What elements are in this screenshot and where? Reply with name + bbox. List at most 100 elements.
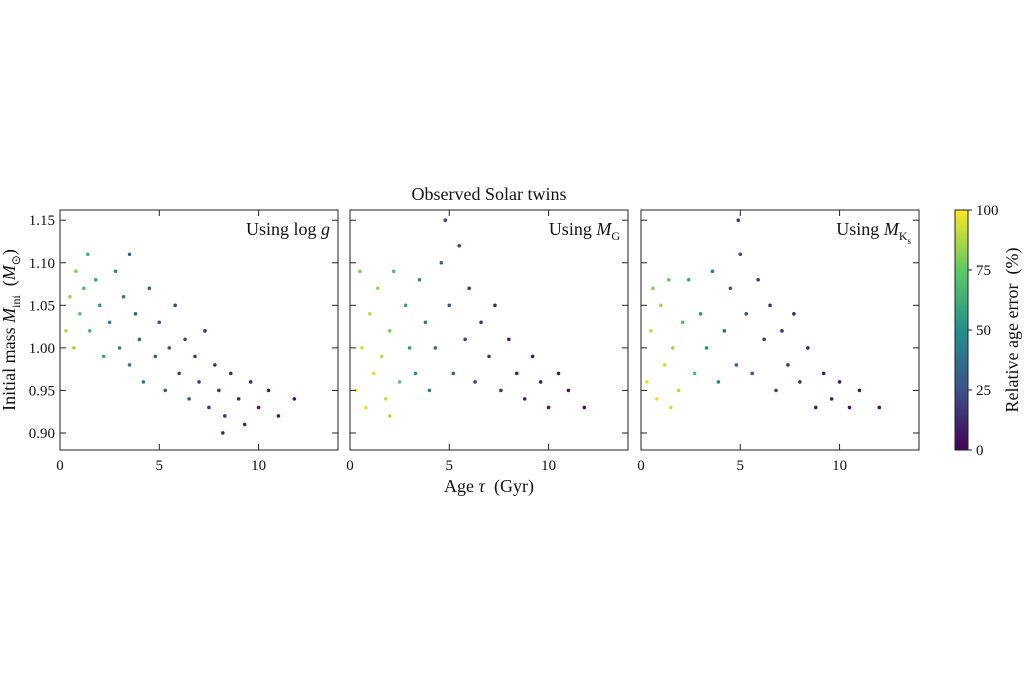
axes-frame	[59, 209, 339, 451]
point	[427, 388, 432, 393]
point	[645, 380, 649, 384]
point	[649, 329, 653, 333]
point	[857, 388, 862, 393]
point	[87, 329, 92, 333]
point	[360, 346, 364, 350]
point	[101, 354, 106, 359]
text-part: g	[321, 219, 330, 239]
point	[72, 346, 76, 350]
point	[877, 405, 882, 410]
point	[223, 414, 227, 418]
point	[686, 277, 691, 282]
x-tick-label: 10	[541, 458, 556, 474]
x-tick-label: 5	[446, 458, 454, 474]
point	[499, 388, 503, 393]
text-part: M	[883, 219, 900, 239]
panel-label: Using log g	[246, 219, 330, 239]
point	[397, 380, 402, 384]
text-part: ini	[9, 295, 23, 308]
colorbar-tick-label: 50	[976, 323, 991, 339]
point	[417, 277, 422, 282]
point	[443, 218, 448, 223]
point	[383, 397, 388, 401]
point	[479, 320, 483, 325]
axes-frame	[640, 209, 920, 451]
x-tick-label: 5	[156, 458, 164, 474]
point	[167, 346, 172, 350]
point	[566, 388, 571, 393]
point	[798, 380, 802, 384]
point	[107, 320, 112, 325]
point	[387, 414, 392, 418]
point	[423, 320, 428, 325]
panel-label: Using MKs	[836, 219, 911, 246]
point	[493, 303, 497, 308]
point	[387, 329, 392, 333]
point	[256, 405, 261, 410]
point	[197, 380, 201, 384]
point	[364, 405, 368, 410]
point	[368, 312, 372, 316]
point	[137, 337, 142, 342]
point	[113, 269, 118, 274]
point	[667, 277, 671, 282]
point	[762, 337, 766, 342]
point	[663, 363, 667, 367]
point	[728, 286, 733, 291]
text-part: (	[0, 280, 20, 295]
point	[82, 286, 86, 291]
point	[141, 380, 146, 384]
text-part: Initial mass	[0, 323, 19, 411]
point	[698, 312, 703, 316]
colorbar-tick-label: 0	[976, 443, 984, 459]
point	[133, 312, 138, 316]
point	[193, 354, 197, 359]
point	[147, 286, 152, 291]
x-tick-label: 10	[251, 458, 266, 474]
point	[358, 269, 362, 274]
point	[467, 286, 471, 291]
point	[177, 371, 181, 376]
point	[163, 388, 168, 393]
point	[276, 414, 281, 418]
point	[806, 346, 810, 350]
y-tick-label: 1.05	[29, 298, 55, 314]
point	[248, 380, 253, 384]
point	[522, 397, 527, 401]
point	[93, 277, 98, 282]
point	[127, 252, 132, 257]
point	[556, 371, 561, 376]
point	[78, 312, 82, 316]
x-tick-label: 0	[346, 458, 354, 474]
text-part: s	[907, 236, 911, 246]
point	[734, 363, 739, 367]
point	[487, 354, 491, 359]
point	[391, 269, 396, 274]
point	[546, 405, 551, 410]
point	[847, 405, 852, 410]
point	[433, 346, 438, 350]
text-part: Using log	[246, 219, 321, 239]
point	[221, 431, 225, 435]
point	[651, 286, 655, 291]
point	[403, 303, 408, 308]
colorbar-tick-label: 25	[976, 383, 991, 399]
colorbar-tick-label: 100	[976, 203, 999, 219]
point	[659, 303, 663, 308]
text-part: )	[0, 249, 20, 255]
point	[439, 260, 444, 265]
point	[768, 303, 772, 308]
point	[74, 269, 78, 274]
point	[372, 371, 376, 376]
point	[736, 218, 741, 223]
text-part: Using	[549, 219, 597, 239]
text-part: Using	[836, 219, 884, 239]
axes-frame	[349, 209, 629, 451]
point	[451, 371, 456, 376]
point	[242, 422, 247, 427]
point	[86, 252, 90, 257]
x-tick-label: 5	[737, 458, 745, 474]
point	[530, 354, 535, 359]
colorbar-tick-label: 75	[976, 263, 991, 279]
point	[97, 303, 102, 308]
